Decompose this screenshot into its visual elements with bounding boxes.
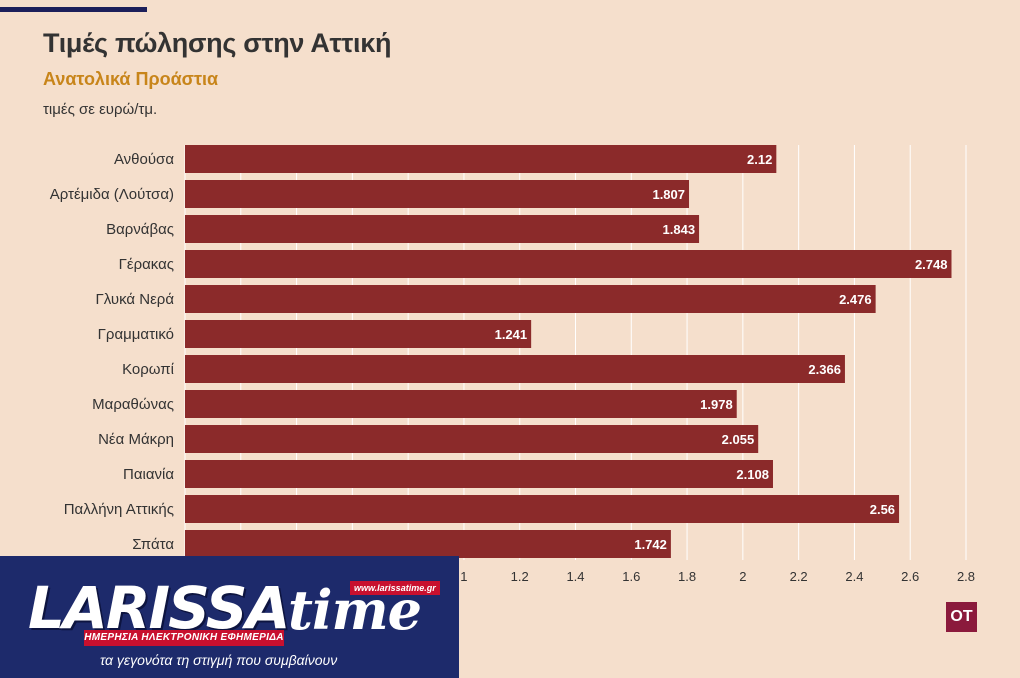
top-accent-bar [0,7,147,12]
bar [185,460,773,488]
x-tick-label: 1 [460,569,467,584]
value-label: 2.12 [747,152,772,167]
bar [185,355,845,383]
value-label: 2.476 [839,292,872,307]
category-label: Μαραθώνας [92,396,174,413]
bar [185,425,759,453]
value-label: 1.978 [700,397,733,412]
chart-subtitle: Ανατολικά Προάστια [43,69,219,89]
category-label: Γραμματικό [98,326,174,343]
bar [185,390,737,418]
category-label: Σπάτα [132,536,174,553]
value-label: 1.241 [495,327,528,342]
category-label: Γλυκά Νερά [96,291,175,308]
logo-url: www.larissatime.gr [350,581,440,595]
larissatime-logo: LARISSA time www.larissatime.gr ΗΜΕΡΗΣΙΑ… [0,556,459,678]
value-label: 2.055 [722,432,755,447]
value-label: 2.748 [915,257,948,272]
category-label: Κορωπί [122,361,175,378]
unit-note: τιμές σε ευρώ/τμ. [43,101,158,118]
ot-badge: OT [946,602,977,632]
bar [185,495,900,523]
x-tick-label: 2.4 [845,569,863,584]
x-tick-label: 1.4 [566,569,584,584]
value-label: 1.742 [634,537,667,552]
x-tick-label: 1.8 [678,569,696,584]
bar [185,215,700,243]
x-tick-label: 2.6 [901,569,919,584]
x-tick-label: 1.2 [511,569,529,584]
category-label: Παιανία [123,466,174,483]
category-label: Παλλήνη Αττικής [64,501,174,518]
bar [185,285,876,313]
x-tick-label: 2.8 [957,569,975,584]
bar [185,530,671,558]
category-label: Ανθούσα [114,151,174,168]
value-label: 2.56 [870,502,895,517]
value-label: 2.366 [808,362,841,377]
logo-strip: ΗΜΕΡΗΣΙΑ ΗΛΕΚΤΡΟΝΙΚΗ ΕΦΗΜΕΡΙΔΑ [84,630,284,646]
bar [185,320,532,348]
chart-title: Τιμές πώλησης στην Αττική [43,28,392,58]
value-label: 1.807 [652,187,685,202]
bar [185,250,952,278]
category-label: Νέα Μάκρη [98,431,174,448]
logo-tagline: τα γεγονότα τη στιγμή που συμβαίνουν [100,652,338,668]
value-label: 1.843 [663,222,696,237]
category-label: Βαρνάβας [106,221,174,238]
x-tick-label: 2 [739,569,746,584]
bar [185,180,690,208]
x-tick-label: 1.6 [622,569,640,584]
category-label: Γέρακας [119,256,174,273]
x-tick-label: 2.2 [790,569,808,584]
category-label: Αρτέμιδα (Λούτσα) [50,186,174,203]
bar [185,145,777,173]
value-label: 2.108 [736,467,769,482]
